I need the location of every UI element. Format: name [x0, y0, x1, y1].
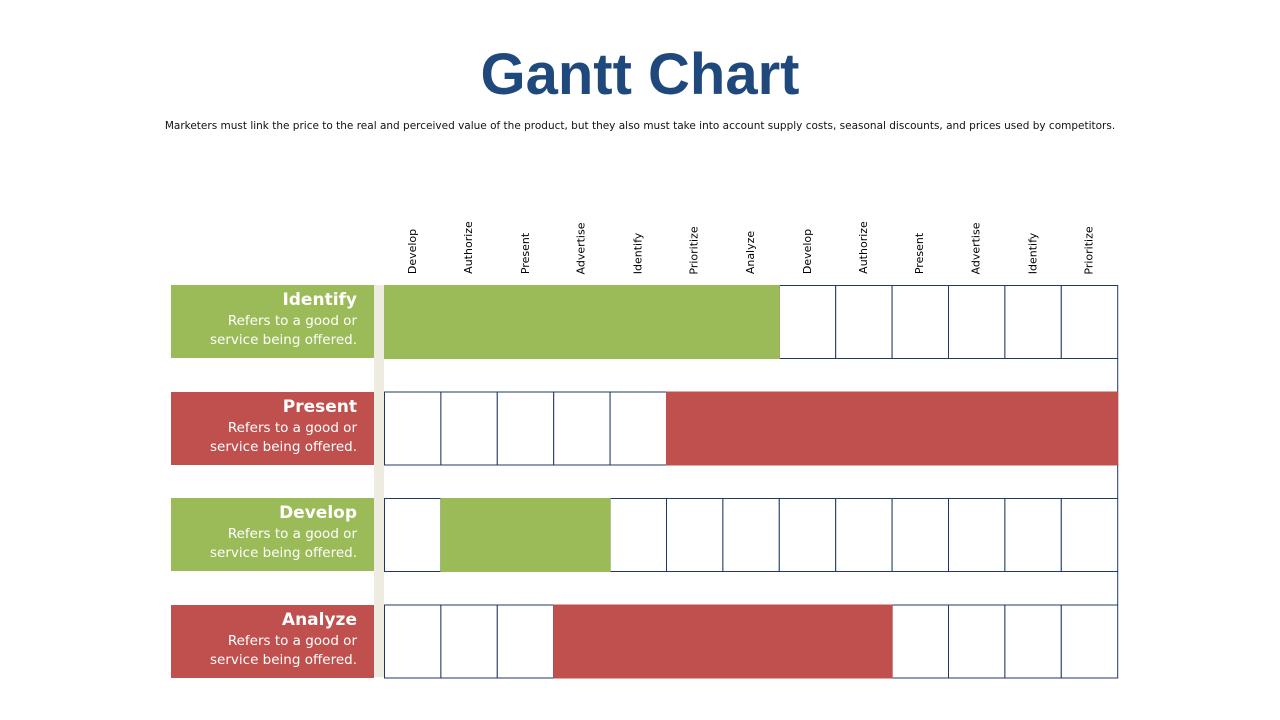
grid-cell — [948, 604, 1006, 679]
grid-cell — [891, 285, 949, 359]
task-panel-present: Present Refers to a good or service bein… — [171, 391, 374, 465]
task-description: Refers to a good or service being offere… — [210, 419, 357, 455]
column-label: Authorize — [856, 221, 870, 274]
column-label: Present — [518, 232, 532, 275]
gantt-bar-analyze — [553, 604, 893, 679]
grid-cell — [384, 391, 442, 466]
page-subtitle: Marketers must link the price to the rea… — [164, 120, 1116, 132]
grid-cell — [553, 391, 611, 466]
gantt-bar-develop — [440, 498, 611, 572]
grid-cell — [948, 285, 1006, 359]
column-label: Advertise — [969, 222, 983, 274]
column-label: Present — [913, 232, 927, 275]
task-panel-analyze: Analyze Refers to a good or service bein… — [171, 604, 374, 678]
grid-cell — [1004, 604, 1062, 679]
grid-cell — [496, 604, 555, 679]
grid-cell — [1060, 604, 1119, 679]
task-description: Refers to a good or service being offere… — [210, 313, 357, 348]
grid-cell — [1060, 285, 1119, 359]
gantt-bar-identify — [384, 285, 780, 359]
grid-cell — [609, 498, 667, 572]
grid-cell — [891, 604, 949, 679]
column-label: Identify — [1025, 232, 1039, 274]
grid-cell — [835, 498, 893, 572]
page-title: Gantt Chart — [480, 42, 800, 107]
grid-cell — [835, 285, 893, 359]
task-divider — [374, 285, 384, 677]
grid-cell — [778, 285, 837, 359]
column-label: Prioritize — [1082, 225, 1096, 275]
grid-cell — [1004, 498, 1062, 572]
task-name: Identify — [282, 290, 357, 310]
grid-cell — [722, 498, 780, 572]
task-name: Present — [282, 396, 357, 417]
column-label: Develop — [800, 228, 814, 275]
grid-cell — [948, 498, 1006, 572]
column-label: Identify — [631, 232, 645, 274]
task-description: Refers to a good or service being offere… — [210, 632, 357, 668]
task-panel-identify: Identify Refers to a good or service bei… — [171, 285, 374, 358]
grid-cell — [440, 604, 498, 679]
task-panel-develop: Develop Refers to a good or service bein… — [171, 498, 374, 571]
grid-cell — [1060, 498, 1119, 572]
grid-cell — [384, 604, 442, 679]
grid-cell — [891, 498, 949, 572]
gantt-bar-present — [666, 391, 1119, 466]
task-name: Analyze — [281, 609, 357, 630]
column-label: Develop — [405, 228, 419, 275]
grid-cell — [440, 391, 498, 466]
column-label: Prioritize — [687, 225, 701, 275]
task-description: Refers to a good or service being offere… — [210, 526, 357, 561]
task-name: Develop — [279, 503, 357, 523]
column-label: Advertise — [574, 222, 588, 274]
grid-cell — [384, 498, 442, 572]
column-label: Analyze — [744, 230, 758, 275]
grid-cell — [666, 498, 724, 572]
grid-cell — [778, 498, 837, 572]
grid-cell — [609, 391, 667, 466]
grid-cell — [1004, 285, 1062, 359]
column-label: Authorize — [461, 221, 475, 274]
grid-cell — [496, 391, 555, 466]
